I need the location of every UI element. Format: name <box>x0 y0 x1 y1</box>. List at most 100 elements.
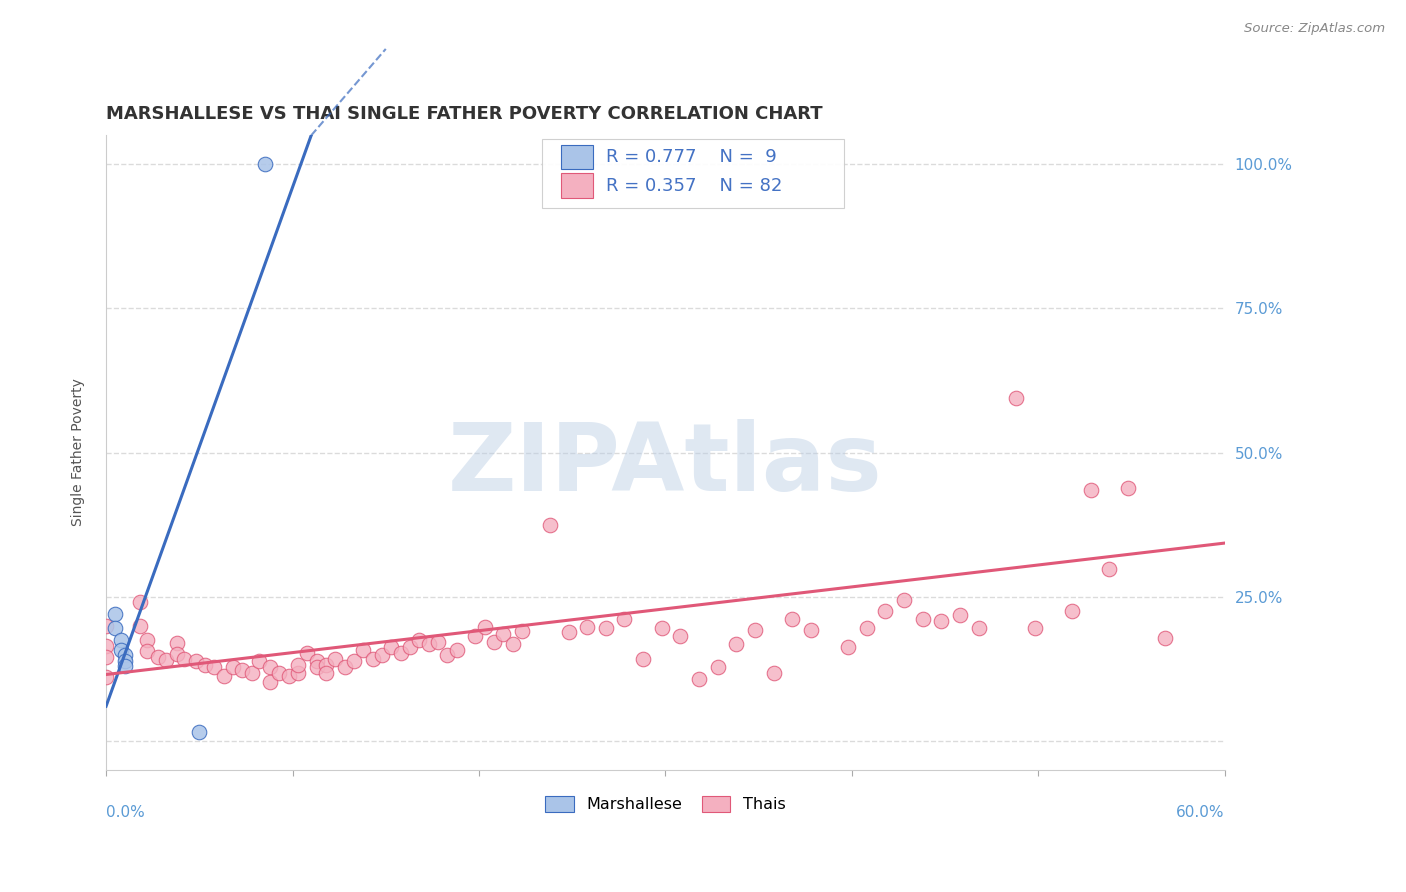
Point <box>155 653 177 667</box>
Point <box>128 595 150 609</box>
Point <box>856 621 879 635</box>
Text: Source: ZipAtlas.com: Source: ZipAtlas.com <box>1244 22 1385 36</box>
Text: ZIPAtlas: ZIPAtlas <box>449 419 883 511</box>
Point <box>436 648 458 663</box>
Point <box>1098 562 1121 576</box>
Point <box>94 639 117 653</box>
Point <box>287 657 309 672</box>
Point <box>240 665 263 680</box>
Point <box>297 646 319 660</box>
Point <box>247 654 270 668</box>
Point <box>800 623 823 637</box>
Point <box>418 637 440 651</box>
FancyBboxPatch shape <box>543 138 845 209</box>
Point <box>114 648 136 663</box>
Point <box>538 517 561 532</box>
Point <box>576 620 599 634</box>
Point <box>1060 604 1083 618</box>
Point <box>148 650 170 665</box>
Point <box>688 672 710 686</box>
Point <box>613 611 636 625</box>
Point <box>333 660 356 674</box>
Point <box>725 637 748 651</box>
Point <box>184 654 207 668</box>
Point <box>128 618 150 632</box>
Point <box>557 625 579 640</box>
FancyBboxPatch shape <box>561 145 593 169</box>
Point <box>446 642 468 657</box>
Point <box>94 618 117 632</box>
Point <box>305 660 328 674</box>
Point <box>1154 631 1177 645</box>
Point <box>259 675 281 690</box>
Point <box>136 632 159 647</box>
Point <box>104 621 127 635</box>
Point <box>595 621 617 635</box>
Point <box>744 623 766 637</box>
Y-axis label: Single Father Poverty: Single Father Poverty <box>72 378 86 526</box>
Point <box>371 648 394 663</box>
Point <box>1005 391 1028 405</box>
Point <box>931 614 953 628</box>
Point <box>325 652 347 666</box>
Point <box>762 665 785 680</box>
Point <box>967 621 990 635</box>
Point <box>780 611 803 625</box>
Point <box>104 607 127 621</box>
Point <box>202 660 225 674</box>
Point <box>399 640 422 655</box>
Point <box>188 725 211 739</box>
Point <box>474 620 496 634</box>
Point <box>893 592 915 607</box>
Point <box>631 652 654 666</box>
Legend: Marshallese, Thais: Marshallese, Thais <box>538 789 792 819</box>
Point <box>389 646 412 660</box>
Point <box>277 669 299 683</box>
Point <box>352 642 374 657</box>
Text: 0.0%: 0.0% <box>105 805 145 820</box>
Point <box>212 669 235 683</box>
Point <box>651 621 673 635</box>
Point <box>1024 621 1046 635</box>
Point <box>510 624 533 639</box>
Point <box>837 640 859 655</box>
Point <box>166 648 188 662</box>
Point <box>427 634 450 648</box>
Point <box>287 665 309 680</box>
Point <box>408 632 430 647</box>
Point <box>482 634 505 648</box>
Point <box>305 654 328 668</box>
Point <box>110 632 132 647</box>
Point <box>502 637 524 651</box>
Point <box>136 644 159 658</box>
Point <box>361 652 384 666</box>
Point <box>315 657 337 672</box>
Point <box>875 604 897 618</box>
Point <box>706 660 728 674</box>
Point <box>166 636 188 650</box>
Point <box>231 664 253 678</box>
Point <box>269 665 291 680</box>
Point <box>343 654 366 668</box>
Point <box>259 660 281 674</box>
Point <box>380 640 402 655</box>
Point <box>222 660 245 674</box>
Point <box>464 629 486 643</box>
Point <box>1080 483 1102 497</box>
FancyBboxPatch shape <box>561 173 593 197</box>
Point <box>949 608 972 623</box>
Point <box>114 654 136 668</box>
Point <box>114 658 136 673</box>
Point <box>110 642 132 657</box>
Point <box>94 650 117 665</box>
Point <box>911 611 934 625</box>
Point <box>315 665 337 680</box>
Text: R = 0.357    N = 82: R = 0.357 N = 82 <box>606 177 783 194</box>
Text: R = 0.777    N =  9: R = 0.777 N = 9 <box>606 148 778 166</box>
Point <box>492 627 515 641</box>
Point <box>1116 481 1139 495</box>
Point <box>253 157 276 171</box>
Point <box>669 629 692 643</box>
Text: MARSHALLESE VS THAI SINGLE FATHER POVERTY CORRELATION CHART: MARSHALLESE VS THAI SINGLE FATHER POVERT… <box>105 104 823 123</box>
Point <box>94 670 117 684</box>
